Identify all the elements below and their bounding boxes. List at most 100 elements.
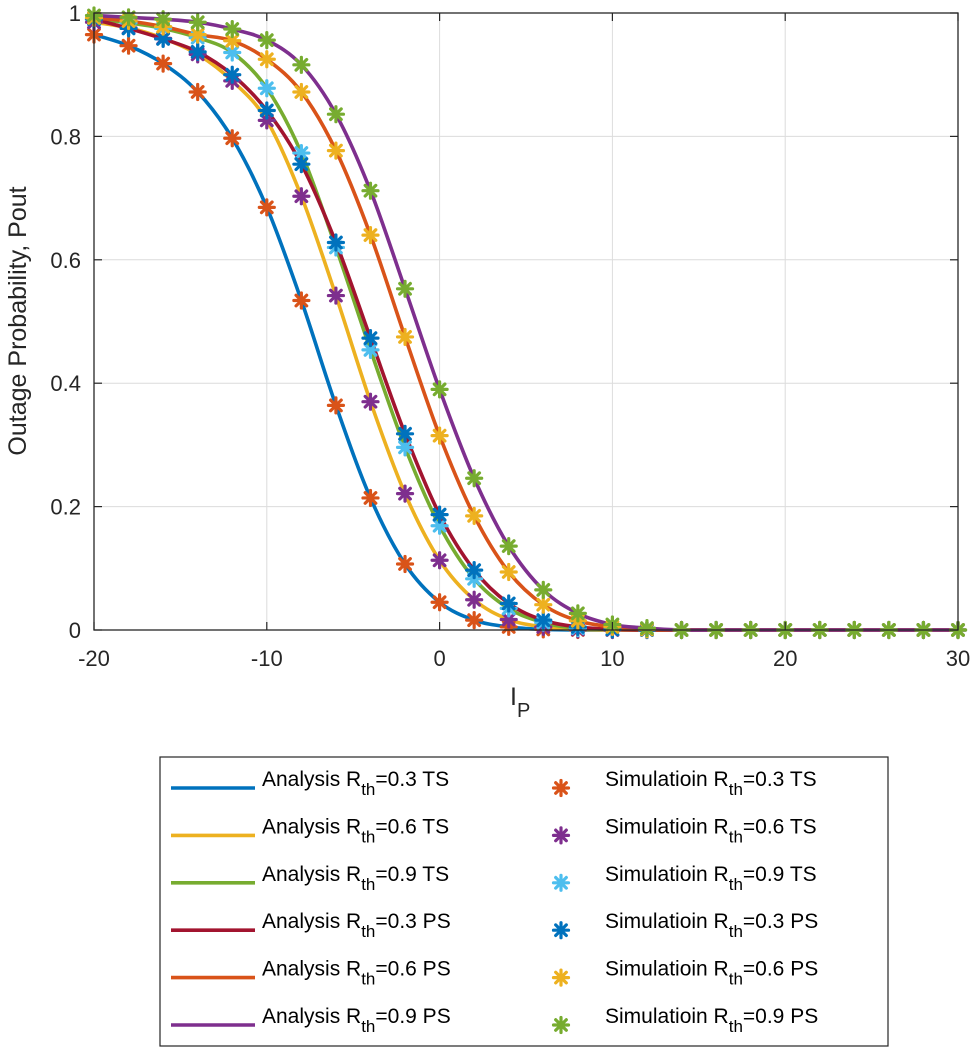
- simulation-series-4: [84, 10, 968, 640]
- legend-marker-swatch: [551, 1015, 571, 1035]
- plot-area-frame: [93, 12, 959, 631]
- analysis-line-1: [93, 32, 958, 632]
- simulation-point: [188, 42, 207, 61]
- simulation-point: [292, 143, 311, 163]
- simulation-point: [361, 226, 380, 245]
- grid-lines: [94, 13, 958, 630]
- legend-marker-swatch: [551, 778, 571, 798]
- simulation-point: [292, 82, 311, 102]
- simulation-point: [395, 554, 415, 574]
- x-tick-label: 10: [600, 646, 624, 671]
- y-tick-label: 0.6: [50, 248, 81, 273]
- simulation-point: [465, 506, 484, 525]
- simulation-series-5: [84, 8, 968, 640]
- legend-entry-simulation: Simulatioin Rth=0.9 TS: [605, 863, 817, 894]
- simulation-point: [257, 79, 276, 98]
- simulation-point: [326, 141, 346, 160]
- simulation-point: [568, 604, 587, 623]
- legend-entry-simulation: Simulatioin Rth=0.6 PS: [605, 958, 818, 989]
- simulation-point: [223, 129, 242, 148]
- simulation-point: [430, 593, 449, 612]
- legend-entry-simulation: Simulatioin Rth=0.3 TS: [605, 768, 817, 799]
- legend-marker-swatch: [551, 968, 571, 987]
- legend-entry-analysis: Analysis Rth=0.6 PS: [262, 958, 451, 989]
- legend-entry-analysis: Analysis Rth=0.6 TS: [262, 815, 449, 846]
- y-tick-label: 0.4: [50, 371, 81, 396]
- simulation-point: [395, 438, 415, 457]
- legend-box: [159, 756, 889, 1047]
- simulation-point: [223, 19, 242, 39]
- simulation-point: [395, 327, 415, 347]
- simulation-point: [395, 279, 415, 298]
- y-tick-label: 0.8: [50, 124, 81, 149]
- simulation-point: [361, 488, 380, 508]
- simulation-point: [257, 198, 276, 217]
- simulation-series-6: [84, 6, 968, 640]
- legend: Analysis Rth=0.3 TS Analysis Rth=0.6 TS An…: [159, 756, 889, 1047]
- simulation-point: [395, 424, 415, 443]
- simulation-point: [534, 611, 553, 630]
- simulation-point: [257, 101, 276, 120]
- x-tick-label: 0: [433, 646, 445, 671]
- simulation-point: [223, 31, 242, 50]
- x-axis-label-subscript: P: [517, 700, 530, 722]
- simulation-point: [292, 155, 311, 174]
- simulation-point: [326, 233, 346, 252]
- simulation-point: [326, 396, 346, 415]
- simulation-series-3: [84, 10, 968, 640]
- simulation-point: [223, 43, 242, 62]
- simulation-point: [188, 82, 207, 102]
- simulation-point: [292, 187, 311, 206]
- simulation-point: [119, 36, 138, 55]
- series-layer: [84, 6, 968, 640]
- legend-entry-analysis: Analysis Rth=0.3 TS: [262, 768, 449, 799]
- simulation-point: [326, 286, 346, 305]
- simulation-point: [292, 291, 311, 310]
- x-tick-label: -20: [78, 646, 110, 671]
- analysis-line-5: [93, 16, 958, 632]
- simulation-point: [637, 619, 657, 638]
- simulation-point: [361, 329, 380, 348]
- simulation-point: [395, 484, 415, 503]
- y-axis-label: Outage Probability, Pout: [4, 186, 32, 455]
- y-tick-label: 0.2: [50, 495, 81, 520]
- x-axis-label-main: I: [510, 683, 517, 711]
- x-axis-label: IP: [510, 683, 530, 722]
- simulation-point: [534, 595, 553, 614]
- simulation-point: [292, 55, 311, 74]
- legend-entry-simulation: Simulatioin Rth=0.3 PS: [605, 910, 818, 941]
- simulation-point: [430, 426, 449, 445]
- simulation-point: [499, 536, 518, 556]
- simulation-point: [361, 181, 380, 200]
- y-tick-label: 0: [69, 618, 81, 643]
- x-tick-label: -10: [251, 646, 283, 671]
- simulation-point: [430, 551, 449, 570]
- legend-entry-analysis: Analysis Rth=0.3 PS: [262, 910, 451, 941]
- simulation-series-2: [84, 13, 968, 640]
- simulation-point: [465, 561, 484, 580]
- axis-ticks: -20 -10 0 10 20 30 0 0.2 0.4 0.6 0.8 1: [50, 1, 970, 671]
- legend-entry-simulation: Simulatioin Rth=0.6 TS: [605, 815, 817, 846]
- analysis-line-2: [93, 20, 958, 632]
- simulation-point: [154, 54, 173, 73]
- analysis-line-4: [93, 17, 958, 632]
- legend-entry-analysis: Analysis Rth=0.9 PS: [262, 1005, 451, 1036]
- simulation-point: [499, 594, 518, 613]
- legend-marker-swatch: [551, 826, 571, 845]
- y-tick-label: 1: [69, 1, 81, 26]
- simulation-point: [465, 611, 484, 630]
- analysis-line-3: [93, 17, 958, 632]
- simulation-point: [257, 31, 276, 50]
- x-tick-label: 30: [946, 646, 970, 671]
- legend-marker-swatch: [551, 873, 571, 892]
- simulation-point: [361, 392, 380, 411]
- simulation-point: [499, 562, 518, 582]
- analysis-line-6: [93, 13, 958, 632]
- simulation-point: [430, 505, 449, 524]
- simulation-point: [154, 10, 173, 29]
- simulation-point: [430, 380, 449, 399]
- simulation-point: [188, 13, 207, 32]
- simulation-point: [465, 590, 484, 609]
- legend-entry-simulation: Simulatioin Rth=0.9 PS: [605, 1005, 818, 1036]
